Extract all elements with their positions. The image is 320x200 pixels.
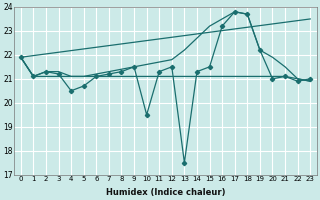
X-axis label: Humidex (Indice chaleur): Humidex (Indice chaleur) [106, 188, 225, 197]
